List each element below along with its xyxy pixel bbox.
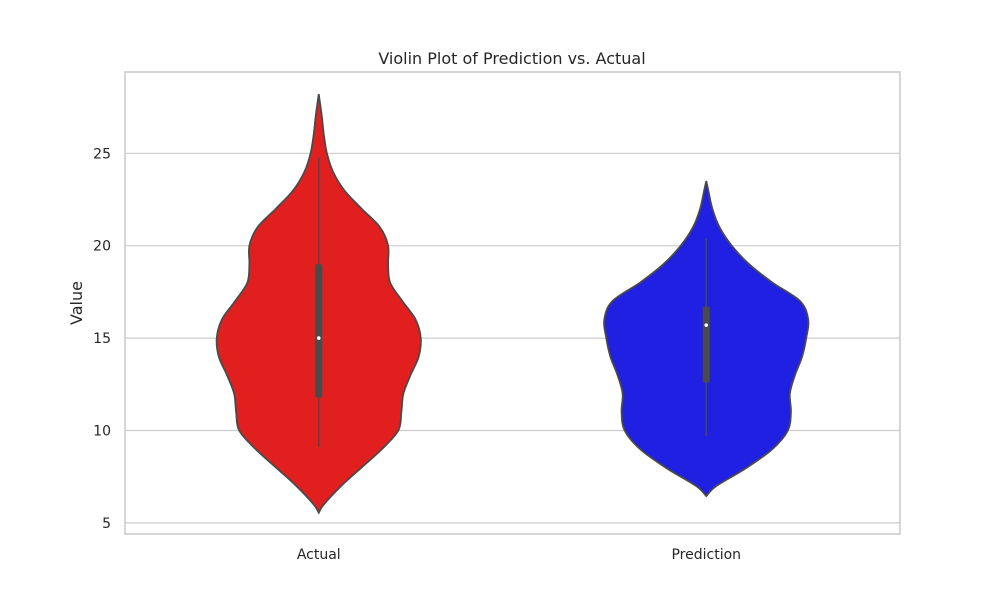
y-tick-label-20: 20 bbox=[93, 239, 111, 255]
median-point-actual bbox=[316, 336, 321, 340]
y-tick-label-5: 5 bbox=[102, 516, 111, 532]
x-tick-label-actual: Actual bbox=[297, 547, 341, 563]
y-tick-label-15: 15 bbox=[93, 331, 111, 347]
x-tick-label-prediction: Prediction bbox=[671, 547, 741, 563]
violin-prediction bbox=[603, 180, 810, 498]
iqr-box-actual bbox=[315, 264, 323, 398]
violin-actual bbox=[215, 94, 422, 515]
violins bbox=[215, 94, 810, 515]
chart-title: Violin Plot of Prediction vs. Actual bbox=[378, 49, 645, 68]
y-axis-label: Value bbox=[67, 281, 86, 325]
iqr-box-prediction bbox=[702, 306, 710, 383]
y-tick-label-10: 10 bbox=[93, 424, 111, 440]
y-tick-label-25: 25 bbox=[93, 146, 111, 162]
median-point-prediction bbox=[704, 323, 709, 327]
x-axis-ticks: Actual Prediction bbox=[297, 547, 741, 563]
y-axis-ticks: 5 10 15 20 25 bbox=[93, 146, 111, 532]
plot-frame bbox=[124, 71, 901, 535]
